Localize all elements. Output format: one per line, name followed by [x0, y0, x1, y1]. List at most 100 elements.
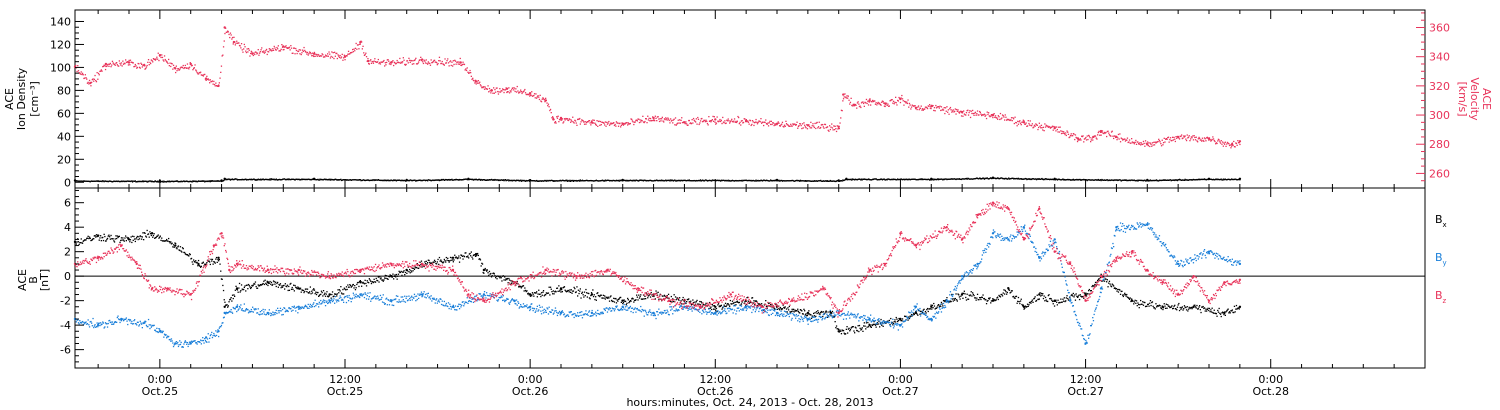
- bx-series-point: [980, 298, 982, 301]
- density-series-point: [854, 179, 856, 181]
- velocity-series-point: [979, 110, 981, 113]
- velocity-series-point: [402, 57, 404, 59]
- density-series-point: [181, 180, 184, 183]
- bx-series-point: [409, 268, 411, 271]
- velocity-series-point: [141, 63, 143, 65]
- density-series-point: [447, 179, 450, 181]
- bx-series-point: [602, 297, 604, 299]
- velocity-series-point: [352, 51, 354, 53]
- bx-series-point: [969, 295, 971, 297]
- density-series-point: [985, 177, 987, 180]
- velocity-series-point: [427, 61, 429, 63]
- density-series-point: [176, 180, 178, 182]
- bx-series-anchor: [223, 305, 226, 308]
- density-series-point: [1147, 179, 1149, 182]
- velocity-series-point: [498, 91, 500, 93]
- density-series-point: [493, 179, 495, 181]
- velocity-series-point: [695, 121, 697, 123]
- bx-series-point: [601, 297, 603, 299]
- density-series-point: [163, 180, 165, 182]
- velocity-series-point: [179, 68, 181, 71]
- bx-series-point: [354, 289, 357, 291]
- bx-series-point: [449, 256, 452, 259]
- velocity-series-point: [224, 32, 226, 35]
- bx-series-point: [1063, 300, 1065, 302]
- density-series-point: [573, 179, 575, 182]
- density-series-point: [234, 178, 236, 180]
- density-series-point: [797, 180, 799, 182]
- density-series-point: [118, 180, 120, 182]
- velocity-series-point: [334, 51, 336, 53]
- velocity-series-point: [268, 51, 270, 53]
- bx-series-point: [835, 327, 837, 329]
- velocity-series-point: [331, 51, 333, 53]
- bx-series-point: [323, 293, 325, 296]
- bx-series-point: [657, 291, 659, 293]
- velocity-series-point: [1056, 126, 1058, 128]
- density-series-point: [897, 178, 899, 180]
- density-series-point: [1158, 180, 1160, 182]
- bx-series-point: [559, 289, 561, 291]
- velocity-series-point: [1157, 140, 1159, 143]
- velocity-series-point: [978, 114, 980, 116]
- bx-series-point: [795, 310, 797, 312]
- density-series-point: [106, 180, 109, 182]
- density-series-point: [704, 180, 706, 182]
- density-series-point: [719, 180, 721, 182]
- density-tick-label: 120: [50, 38, 71, 51]
- velocity-series-point: [240, 43, 243, 45]
- bx-series-point: [168, 241, 170, 243]
- bx-series-point: [397, 275, 399, 277]
- density-series-point: [118, 180, 120, 183]
- bx-series-point: [269, 280, 271, 283]
- velocity-series-point: [247, 48, 250, 50]
- density-series-point: [756, 180, 758, 182]
- bx-series-point: [529, 295, 532, 297]
- bx-series-point: [117, 236, 119, 239]
- density-series: [73, 176, 1242, 183]
- bx-series-point: [1011, 290, 1013, 292]
- density-series-point: [83, 180, 85, 182]
- velocity-series-point: [337, 54, 339, 56]
- density-series-point: [431, 179, 434, 181]
- bx-series-point: [931, 308, 933, 310]
- density-series-point: [1134, 180, 1136, 182]
- velocity-series-point: [1239, 143, 1241, 146]
- bx-series-point: [332, 296, 334, 298]
- velocity-series-point: [438, 60, 440, 62]
- velocity-series-point: [1165, 138, 1167, 140]
- velocity-series-point: [982, 114, 984, 116]
- velocity-series-point: [813, 125, 815, 127]
- bx-series-point: [265, 282, 267, 284]
- bx-series-point: [547, 292, 549, 294]
- density-series-point: [739, 180, 741, 182]
- density-series-point: [1122, 179, 1124, 181]
- bx-series-point: [268, 282, 270, 284]
- velocity-series-point: [1222, 145, 1224, 147]
- bx-series-point: [631, 298, 633, 300]
- velocity-series-point: [1060, 132, 1063, 135]
- velocity-series-point: [663, 121, 665, 123]
- velocity-series-point: [165, 60, 167, 62]
- density-series-point: [398, 179, 400, 181]
- bx-series-point: [359, 280, 361, 282]
- velocity-series-point: [971, 112, 973, 115]
- velocity-series-point: [655, 117, 657, 119]
- density-series-point: [356, 179, 358, 181]
- bx-series-point: [726, 304, 728, 306]
- bx-series-point: [459, 257, 461, 259]
- velocity-series-point: [1005, 116, 1007, 118]
- density-series-point: [642, 180, 645, 182]
- bx-series-point: [653, 295, 655, 298]
- density-series-point: [1076, 178, 1078, 181]
- density-series-point: [761, 180, 763, 182]
- velocity-series-point: [168, 65, 170, 67]
- velocity-series-point: [324, 54, 327, 56]
- velocity-series-point: [322, 56, 325, 58]
- velocity-series-point: [601, 121, 603, 123]
- velocity-series-point: [335, 52, 337, 55]
- bx-series-point: [164, 240, 166, 242]
- velocity-series-point: [864, 101, 866, 103]
- bx-series-point: [110, 234, 112, 237]
- density-series-point: [474, 178, 476, 180]
